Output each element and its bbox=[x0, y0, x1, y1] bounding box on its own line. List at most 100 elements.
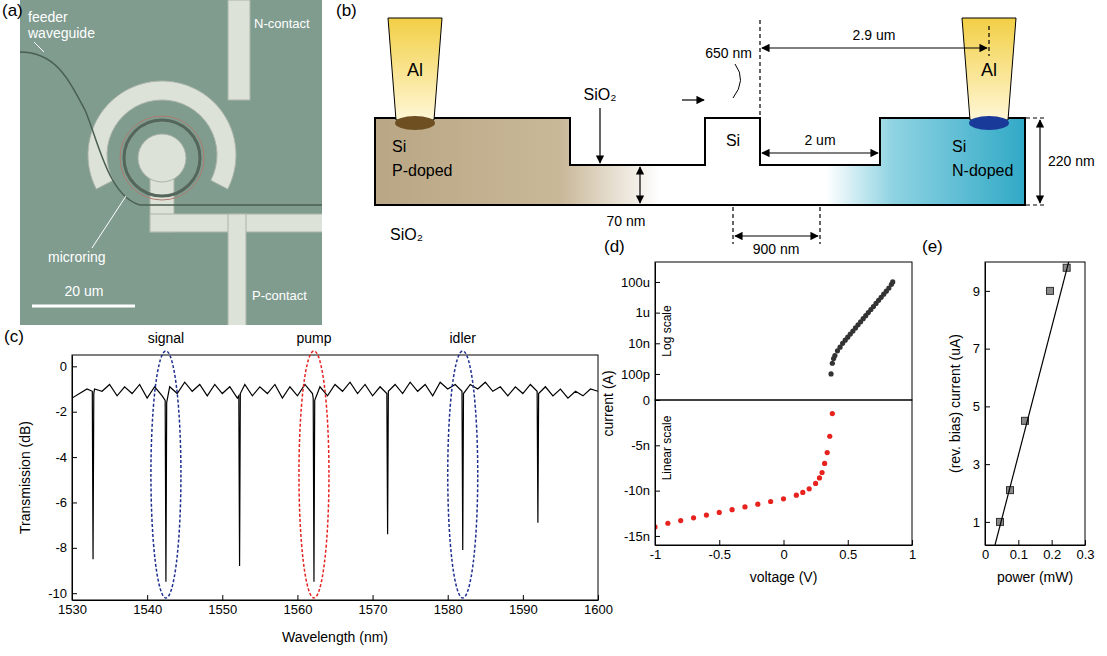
tick: -10 bbox=[48, 586, 77, 601]
tick: 0 bbox=[643, 393, 660, 408]
tick-label: -15n bbox=[624, 529, 650, 544]
tick: 1580 bbox=[434, 595, 463, 617]
fit-line bbox=[995, 262, 1072, 545]
tick-mark bbox=[719, 540, 720, 545]
tick-mark bbox=[1052, 540, 1053, 545]
dimension-label: 2.9 um bbox=[853, 27, 896, 43]
tick-mark bbox=[784, 540, 785, 545]
panel-label: (b) bbox=[336, 1, 357, 20]
region-label: N-doped bbox=[952, 162, 1013, 179]
center-pad bbox=[138, 134, 186, 182]
tick-mark bbox=[72, 366, 77, 367]
tick-label: 1u bbox=[636, 305, 650, 320]
tick-label: 10n bbox=[628, 336, 650, 351]
microring bbox=[124, 120, 200, 196]
tick-mark bbox=[848, 540, 849, 545]
tick: 1550 bbox=[208, 595, 237, 617]
oxide-label: SiO₂ bbox=[390, 226, 423, 243]
data-point bbox=[717, 510, 722, 515]
plot-area bbox=[995, 262, 1072, 545]
tick: 5 bbox=[973, 399, 990, 414]
tick: 1560 bbox=[283, 595, 312, 617]
axis-line bbox=[72, 356, 73, 601]
tick: -6 bbox=[55, 495, 77, 510]
tick-mark bbox=[985, 406, 990, 407]
scale-bar-label: 20 um bbox=[65, 283, 104, 299]
tick-mark bbox=[222, 595, 223, 600]
data-point bbox=[742, 504, 747, 509]
tick-mark bbox=[1085, 540, 1086, 545]
dimension-label: 900 nm bbox=[753, 241, 800, 257]
axis-title: Wavelength (nm) bbox=[282, 629, 388, 645]
tick-label: 5 bbox=[973, 399, 980, 414]
contact-implant bbox=[969, 116, 1009, 130]
tick-mark bbox=[373, 595, 374, 600]
scale-bar bbox=[32, 305, 135, 308]
leader bbox=[92, 196, 126, 248]
leader bbox=[34, 42, 44, 52]
dimension-label: 70 nm bbox=[607, 213, 646, 229]
tick-mark bbox=[72, 412, 77, 413]
plot-frame bbox=[72, 355, 598, 600]
data-point bbox=[800, 490, 805, 495]
axis-title: (rev. bias) current (uA) bbox=[947, 334, 963, 473]
annotation-ellipse bbox=[448, 351, 478, 598]
tick-label: 1580 bbox=[434, 602, 463, 617]
cross-section: AlAlSiO₂650 nm2.9 um2 umSiP-dopedSiSiN-d… bbox=[375, 18, 1095, 257]
tick-label: 1 bbox=[973, 515, 980, 530]
axis-line bbox=[986, 545, 1086, 546]
data-point bbox=[817, 475, 822, 480]
dimension-arrow bbox=[682, 99, 704, 100]
annotation: Linear scale bbox=[660, 415, 674, 480]
axis-title: power (mW) bbox=[997, 569, 1073, 585]
tick-label: 0.2 bbox=[1043, 547, 1061, 562]
tick-mark bbox=[523, 595, 524, 600]
y-axis: 1 3 5 7 9 bbox=[973, 263, 990, 546]
tick: -8 bbox=[55, 540, 77, 555]
tick-label: -8 bbox=[55, 540, 67, 555]
tick-label: 7 bbox=[973, 341, 980, 356]
dimension-label: 650 nm bbox=[705, 45, 752, 61]
tick-label: 0.3 bbox=[1076, 547, 1094, 562]
tick-label: 3 bbox=[973, 457, 980, 472]
tick: 3 bbox=[973, 457, 990, 472]
tick-mark bbox=[147, 595, 148, 600]
n-contact bbox=[88, 81, 236, 189]
data-point bbox=[830, 411, 835, 416]
region-label: P-doped bbox=[392, 162, 453, 179]
tick-label: -0.5 bbox=[709, 547, 731, 562]
tick: -2 bbox=[55, 404, 77, 419]
data-point bbox=[828, 371, 833, 376]
axis-title: current (A) bbox=[600, 370, 616, 436]
data-point bbox=[768, 499, 773, 504]
tick-label: -4 bbox=[55, 450, 67, 465]
tick-label: -2 bbox=[55, 404, 67, 419]
tick-label: -5n bbox=[631, 438, 650, 453]
data-point bbox=[691, 515, 696, 520]
panel-label: (c) bbox=[4, 327, 24, 346]
tick-label: -10n bbox=[624, 483, 650, 498]
tick: -5n bbox=[631, 438, 660, 453]
background bbox=[20, 0, 322, 325]
micrograph: feeder waveguideN-contactmicroringP-cont… bbox=[20, 0, 330, 334]
tick-mark bbox=[985, 464, 990, 465]
x-axis: -1-0.500.51 bbox=[650, 540, 916, 562]
panel-label: (d) bbox=[604, 237, 625, 256]
tick: 9 bbox=[973, 284, 990, 299]
data-point bbox=[819, 470, 824, 475]
tick-mark bbox=[297, 595, 298, 600]
tick-mark bbox=[912, 540, 913, 545]
region-label: Si bbox=[726, 132, 740, 149]
annotation: signal bbox=[148, 330, 185, 346]
tick-label: 0.1 bbox=[1010, 547, 1028, 562]
axis-line bbox=[655, 263, 656, 401]
tick-label: 1590 bbox=[509, 602, 538, 617]
tick-label: 0 bbox=[643, 393, 650, 408]
tick-label: 1550 bbox=[208, 602, 237, 617]
data-point bbox=[825, 450, 830, 455]
tick-label: -10 bbox=[48, 586, 67, 601]
data-point bbox=[827, 434, 832, 439]
p-contact-label: P-contact bbox=[252, 288, 307, 303]
tick-label: 0 bbox=[60, 359, 67, 374]
tick-mark bbox=[448, 595, 449, 600]
